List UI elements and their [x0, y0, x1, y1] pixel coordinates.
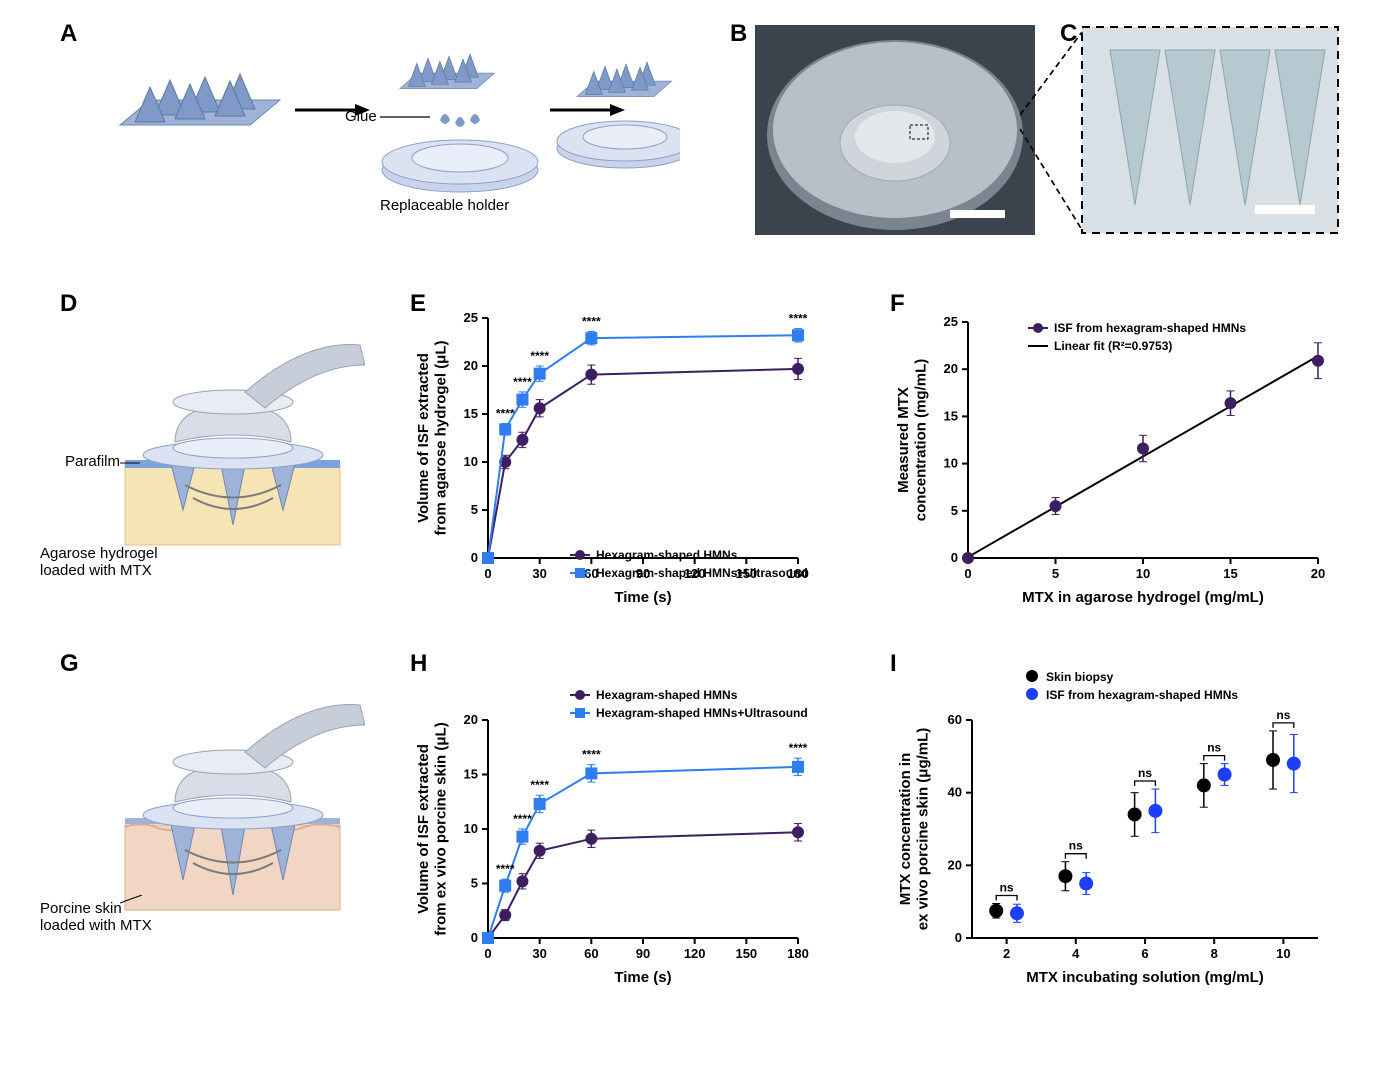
- panel-c-photo: [1080, 25, 1340, 235]
- svg-text:ns: ns: [1069, 839, 1083, 853]
- panel-d-diagram: Parafilm: [65, 310, 365, 570]
- panel-g-diagram: [65, 670, 365, 930]
- svg-text:Volume of ISF extractedfrom ex: Volume of ISF extractedfrom ex vivo porc…: [415, 722, 449, 935]
- svg-text:0: 0: [484, 946, 491, 961]
- svg-text:MTX concentration inex vivo po: MTX concentration inex vivo porcine skin…: [897, 728, 931, 931]
- svg-text:Hexagram-shaped HMNs+Ultrasoun: Hexagram-shaped HMNs+Ultrasound: [596, 706, 808, 720]
- svg-text:150: 150: [735, 946, 757, 961]
- svg-text:Measured MTXconcentration (mg/: Measured MTXconcentration (mg/mL): [895, 359, 929, 522]
- panel-h-chart: 0 30 60 90 120 150 180 0 5 10 15 20 Time (s) Volume o…: [410, 660, 810, 990]
- svg-text:0: 0: [471, 550, 478, 565]
- panel-a: A: [60, 20, 77, 48]
- svg-text:0: 0: [471, 930, 478, 945]
- svg-text:****: ****: [582, 748, 601, 762]
- svg-text:ns: ns: [1138, 766, 1152, 780]
- svg-text:ns: ns: [1276, 708, 1290, 722]
- svg-text:ISF from hexagram-shaped HMNs: ISF from hexagram-shaped HMNs: [1046, 688, 1238, 702]
- svg-text:10: 10: [464, 821, 478, 836]
- svg-text:****: ****: [530, 349, 549, 363]
- svg-text:****: ****: [789, 741, 808, 755]
- svg-text:Hexagram-shaped HMNs: Hexagram-shaped HMNs: [596, 688, 738, 702]
- panel-a-label: A: [60, 20, 77, 48]
- svg-text:2: 2: [1003, 946, 1010, 961]
- svg-text:0: 0: [955, 930, 962, 945]
- svg-text:5: 5: [471, 876, 478, 891]
- svg-text:25: 25: [464, 310, 478, 325]
- svg-text:5: 5: [1052, 566, 1059, 581]
- svg-text:Hexagram-shaped HMNs: Hexagram-shaped HMNs: [596, 548, 738, 562]
- svg-text:****: ****: [789, 312, 808, 326]
- svg-text:Time (s): Time (s): [614, 589, 671, 606]
- svg-text:ns: ns: [1000, 880, 1014, 894]
- svg-text:Volume of ISF extractedfrom ag: Volume of ISF extractedfrom agarose hydr…: [415, 340, 449, 535]
- svg-text:60: 60: [584, 946, 598, 961]
- svg-text:15: 15: [1223, 566, 1237, 581]
- svg-text:60: 60: [948, 712, 962, 727]
- svg-text:0: 0: [484, 566, 491, 581]
- panel-a-diagram: Glue Replaceable holder: [80, 35, 680, 225]
- svg-text:20: 20: [948, 857, 962, 872]
- svg-text:****: ****: [530, 778, 549, 792]
- svg-text:ISF from hexagram-shaped HMNs: ISF from hexagram-shaped HMNs: [1054, 321, 1246, 335]
- panel-d-substrate-label: Agarose hydrogel loaded with MTX: [40, 545, 158, 579]
- svg-text:20: 20: [944, 361, 958, 376]
- glue-label: Glue: [345, 108, 377, 125]
- svg-text:20: 20: [1311, 566, 1325, 581]
- panel-b-label: B: [730, 20, 747, 48]
- panel-g-label-line: [120, 895, 160, 910]
- svg-text:25: 25: [944, 314, 958, 329]
- svg-text:Skin biopsy: Skin biopsy: [1046, 670, 1114, 684]
- svg-text:Linear fit (R²=0.9753): Linear fit (R²=0.9753): [1054, 339, 1172, 353]
- svg-text:****: ****: [513, 812, 532, 826]
- panel-i-chart: 2 4 6 8 10 0 20 40 60 MTX incubating solution (mg…: [890, 660, 1330, 990]
- parafilm-label: Parafilm: [65, 453, 120, 470]
- svg-text:Hexagram-shaped HMNs+Ultrasoun: Hexagram-shaped HMNs+Ultrasound: [596, 566, 808, 580]
- svg-text:30: 30: [532, 566, 546, 581]
- svg-text:30: 30: [532, 946, 546, 961]
- svg-text:6: 6: [1141, 946, 1148, 961]
- svg-text:0: 0: [951, 550, 958, 565]
- svg-text:120: 120: [684, 946, 706, 961]
- svg-text:40: 40: [948, 785, 962, 800]
- svg-text:Time (s): Time (s): [614, 969, 671, 986]
- svg-text:20: 20: [464, 358, 478, 373]
- svg-text:15: 15: [944, 408, 958, 423]
- svg-text:15: 15: [464, 767, 478, 782]
- svg-text:10: 10: [1136, 566, 1150, 581]
- svg-text:90: 90: [636, 946, 650, 961]
- svg-text:20: 20: [464, 712, 478, 727]
- svg-text:****: ****: [496, 862, 515, 876]
- svg-text:5: 5: [951, 503, 958, 518]
- svg-text:10: 10: [944, 456, 958, 471]
- svg-text:8: 8: [1211, 946, 1218, 961]
- svg-text:MTX incubating solution (mg/mL: MTX incubating solution (mg/mL): [1026, 969, 1263, 986]
- svg-text:MTX in agarose hydrogel (mg/mL: MTX in agarose hydrogel (mg/mL): [1022, 589, 1264, 606]
- svg-text:****: ****: [513, 375, 532, 389]
- panel-b-photo: [755, 25, 1035, 235]
- panel-e-chart: 03060901201501800510152025Time (s)Volume…: [410, 300, 810, 610]
- svg-text:ns: ns: [1207, 741, 1221, 755]
- svg-text:****: ****: [582, 314, 601, 328]
- svg-text:4: 4: [1072, 946, 1080, 961]
- svg-text:15: 15: [464, 406, 478, 421]
- panel-bc-connector: [1020, 30, 1090, 235]
- svg-text:10: 10: [464, 454, 478, 469]
- panel-f-chart: 0 5 10 15 20 0 5 10 15 20 25 MTX in agarose hydroge…: [890, 300, 1330, 610]
- svg-text:180: 180: [787, 946, 809, 961]
- svg-text:10: 10: [1276, 946, 1290, 961]
- svg-text:0: 0: [964, 566, 971, 581]
- holder-label: Replaceable holder: [380, 197, 509, 214]
- svg-text:5: 5: [471, 502, 478, 517]
- svg-text:****: ****: [496, 407, 515, 421]
